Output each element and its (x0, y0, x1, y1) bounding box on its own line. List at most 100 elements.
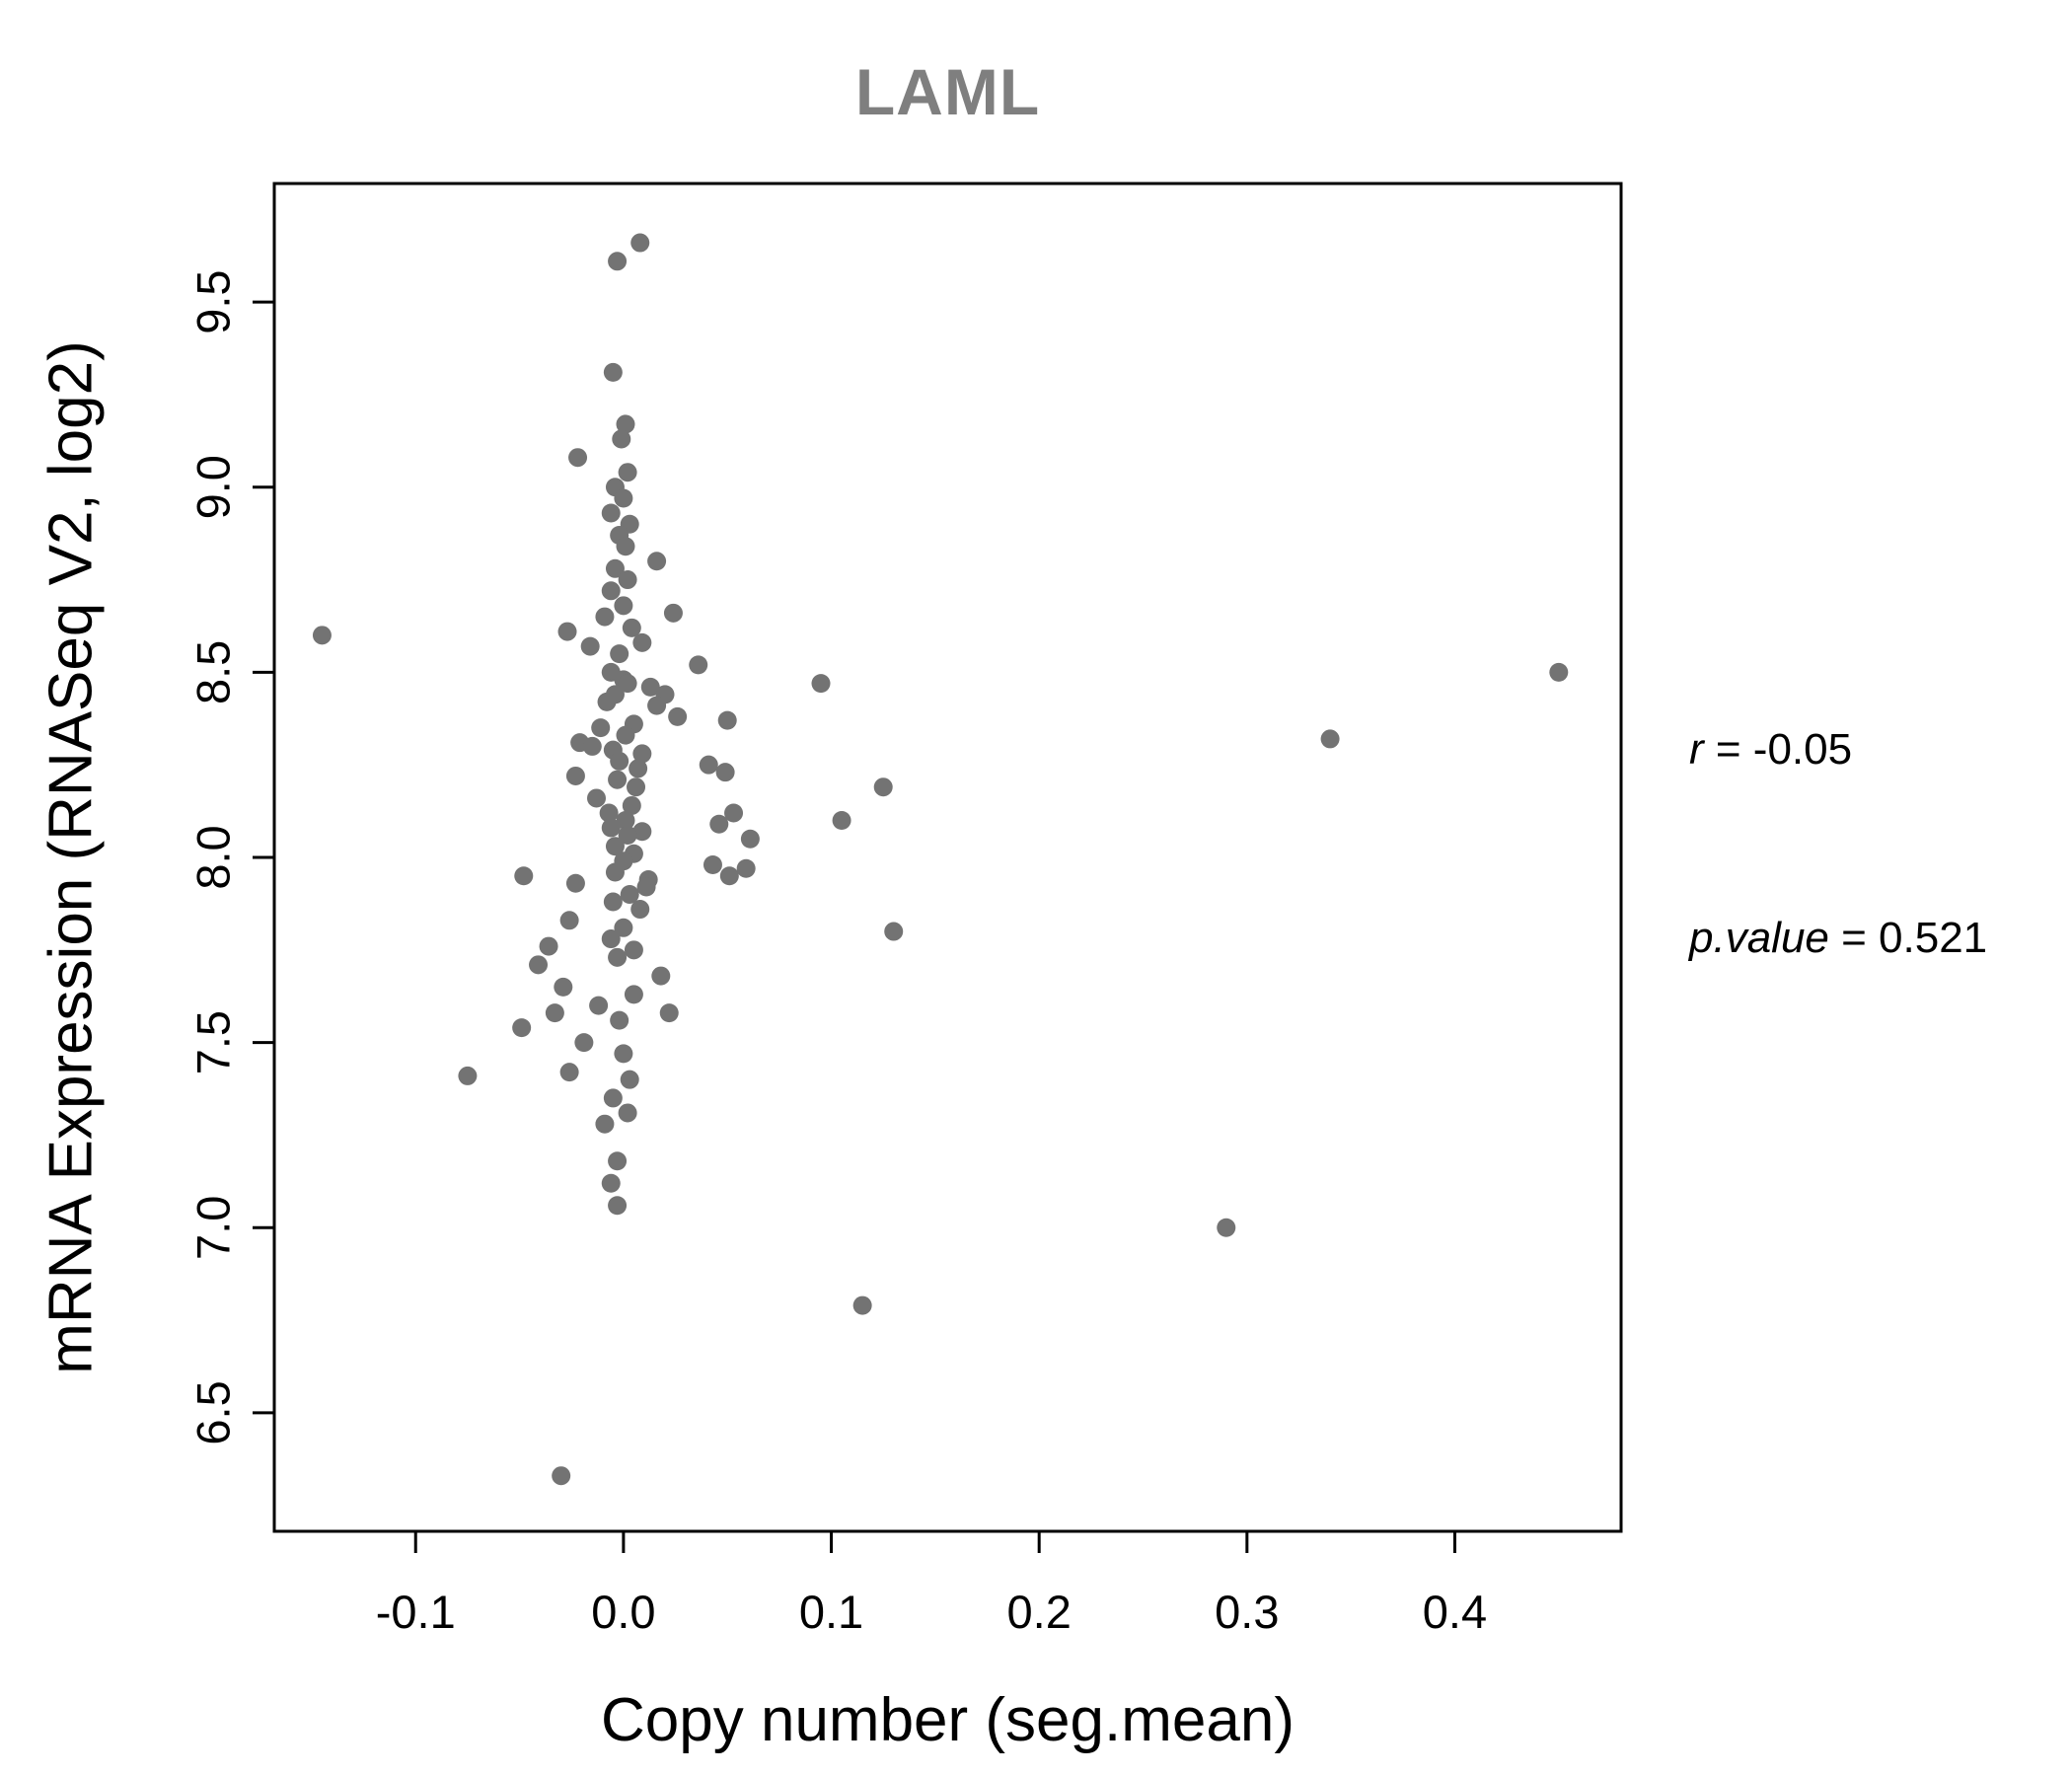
data-point (616, 537, 635, 556)
data-point (640, 677, 660, 697)
data-point (565, 766, 585, 785)
data-point (512, 1018, 532, 1038)
data-point (597, 692, 617, 711)
data-point (559, 1063, 579, 1082)
data-point (632, 744, 652, 764)
data-point (557, 622, 577, 641)
data-point (568, 448, 588, 468)
data-point (614, 1044, 633, 1064)
y-tick-label: 8.5 (187, 640, 240, 704)
x-tick-label: 0.1 (799, 1586, 863, 1638)
data-point (811, 674, 831, 694)
data-point (709, 814, 729, 834)
data-point (601, 929, 621, 949)
data-point (668, 706, 688, 726)
r-value: = -0.05 (1703, 724, 1853, 774)
y-tick-label: 9.5 (187, 269, 240, 333)
x-tick-label: 0.0 (591, 1586, 655, 1638)
data-point (663, 603, 683, 623)
data-point (595, 607, 615, 627)
data-point (627, 777, 646, 797)
data-point (601, 818, 621, 838)
data-point (884, 922, 904, 941)
data-point (717, 710, 737, 730)
y-axis-label: mRNA Expression (RNASeq V2, log2) (37, 340, 106, 1374)
data-point (608, 252, 628, 271)
y-tick-label: 6.5 (187, 1380, 240, 1444)
data-point (659, 1003, 679, 1023)
data-point (620, 885, 639, 905)
data-point (605, 862, 625, 882)
data-point (601, 503, 621, 523)
y-tick-label: 7.5 (187, 1010, 240, 1074)
x-axis-label: Copy number (seg.mean) (601, 1686, 1295, 1754)
data-point (651, 966, 671, 986)
data-point (591, 718, 611, 738)
data-point (719, 866, 739, 886)
data-point (1217, 1218, 1236, 1237)
data-point (629, 759, 648, 778)
data-point (852, 1295, 872, 1315)
data-point (699, 755, 718, 775)
data-point (608, 1196, 628, 1216)
data-point (620, 1070, 639, 1089)
data-point (724, 803, 744, 823)
data-point (624, 940, 643, 960)
data-point (580, 636, 600, 656)
plot-border (272, 182, 1623, 1533)
x-tick-label: 0.2 (1007, 1586, 1072, 1638)
data-point (574, 1033, 594, 1053)
data-point (612, 429, 631, 449)
data-point (539, 936, 558, 956)
data-point (554, 977, 573, 997)
data-point (529, 955, 549, 975)
r-value-line: r = -0.05 (1689, 718, 1987, 781)
data-point (614, 596, 633, 616)
data-point (608, 1151, 628, 1171)
data-point (632, 822, 652, 842)
y-tick-label: 9.0 (187, 455, 240, 519)
data-point (545, 1003, 564, 1023)
p-value: = 0.521 (1828, 913, 1988, 962)
data-point (552, 1466, 571, 1486)
data-point (514, 866, 534, 886)
data-point (703, 855, 722, 875)
data-point (605, 558, 625, 578)
data-point (565, 873, 585, 893)
data-point (614, 918, 633, 937)
x-tick-label: 0.4 (1423, 1586, 1487, 1638)
p-value-line: p.value = 0.521 (1689, 907, 1987, 970)
y-tick-label: 8.0 (187, 825, 240, 889)
data-point (595, 1114, 615, 1134)
data-point (647, 696, 667, 715)
data-point (616, 414, 635, 434)
data-point (740, 829, 760, 849)
data-point (1549, 662, 1569, 682)
x-tick-label: -0.1 (376, 1586, 456, 1638)
x-tick-label: 0.3 (1215, 1586, 1279, 1638)
data-point (622, 795, 641, 815)
data-point (603, 1088, 623, 1108)
data-point (624, 985, 643, 1004)
data-point (832, 810, 851, 830)
data-point (614, 488, 633, 508)
data-point (312, 626, 332, 645)
data-point (618, 570, 637, 590)
data-point (630, 900, 650, 920)
data-point (647, 552, 667, 571)
data-point (636, 877, 656, 897)
y-tick-label: 7.0 (187, 1196, 240, 1260)
data-point (715, 763, 735, 782)
data-point (610, 644, 629, 664)
data-point (873, 777, 893, 797)
chart-title: LAML (854, 55, 1041, 128)
data-point (632, 632, 652, 652)
data-point (630, 233, 650, 253)
data-point (601, 1173, 621, 1193)
data-point (616, 810, 635, 830)
data-point (582, 736, 602, 756)
data-point (618, 463, 637, 482)
data-point (618, 1103, 637, 1123)
